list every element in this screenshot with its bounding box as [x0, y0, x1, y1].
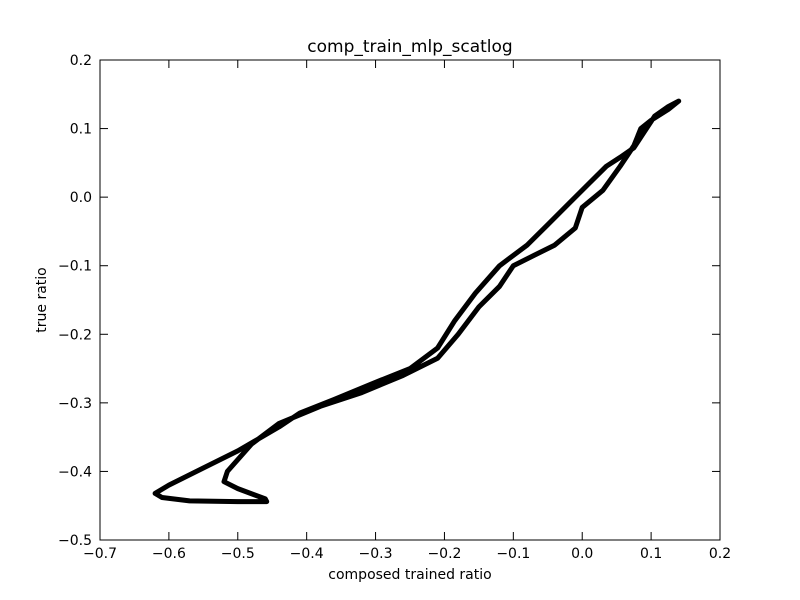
y-tick-label: 0.1 — [70, 122, 92, 138]
series-line-0 — [152, 98, 682, 505]
y-axis-label: true ratio — [34, 267, 50, 332]
x-tick-label: −0.4 — [290, 546, 324, 562]
x-tick-label: −0.1 — [496, 546, 530, 562]
y-tick-label: −0.2 — [58, 327, 92, 343]
x-tick-label: 0.0 — [571, 546, 593, 562]
chart-title: comp_train_mlp_scatlog — [307, 37, 512, 57]
series-layer — [152, 98, 682, 505]
y-tick-label: −0.4 — [58, 464, 92, 480]
x-tick-label: 0.2 — [709, 546, 731, 562]
x-tick-label: −0.2 — [427, 546, 461, 562]
x-tick-label: −0.3 — [359, 546, 393, 562]
plot-area — [100, 60, 720, 540]
x-tick-label: −0.5 — [221, 546, 255, 562]
y-tick-label: −0.1 — [58, 259, 92, 275]
y-tick-label: −0.5 — [58, 533, 92, 549]
y-tick-label: 0.2 — [70, 53, 92, 69]
plot-frame — [99, 59, 721, 541]
x-axis-label: composed trained ratio — [328, 567, 491, 583]
y-tick-label: 0.0 — [70, 190, 92, 206]
tick-labels-layer: −0.7 −0.6 −0.5 −0.4 −0.3 −0.2 −0.1 0.0 0.1 0.2 −0.… — [58, 53, 731, 562]
x-tick-label: 0.1 — [640, 546, 662, 562]
y-tick-label: −0.3 — [58, 396, 92, 412]
x-tick-label: −0.7 — [83, 546, 117, 562]
ticks-layer — [99, 59, 721, 541]
x-tick-label: −0.6 — [152, 546, 186, 562]
